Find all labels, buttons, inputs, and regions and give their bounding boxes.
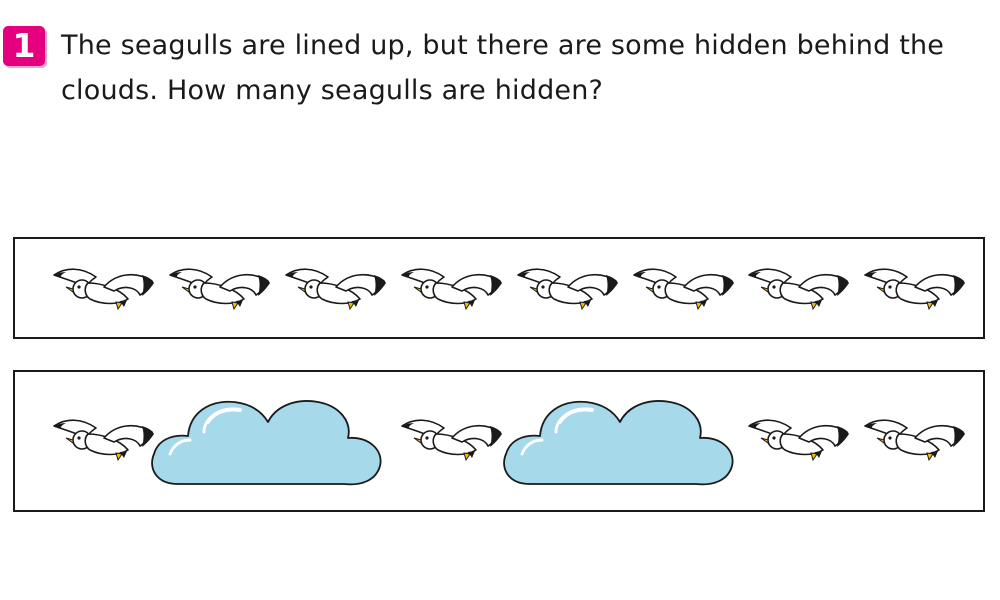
- seagull-row-hidden: [13, 370, 985, 512]
- seagull-icon: [633, 268, 735, 310]
- seagull-icon: [169, 268, 271, 310]
- seagull-icon: [748, 268, 850, 310]
- seagull-icon: [53, 268, 155, 310]
- seagull-icon: [748, 419, 850, 461]
- seagull-icon: [285, 268, 387, 310]
- seagull-icon: [517, 268, 619, 310]
- question-number-badge: 1: [3, 26, 45, 66]
- seagull-icon: [401, 419, 503, 461]
- seagull-icon: [864, 419, 966, 461]
- seagull-row-full: [13, 237, 985, 339]
- cloud-icon: [150, 398, 383, 487]
- question-text: The seagulls are lined up, but there are…: [61, 30, 945, 106]
- seagull-icon: [53, 419, 155, 461]
- cloud-icon: [502, 398, 735, 487]
- seagull-icon: [864, 268, 966, 310]
- seagull-icon: [401, 268, 503, 310]
